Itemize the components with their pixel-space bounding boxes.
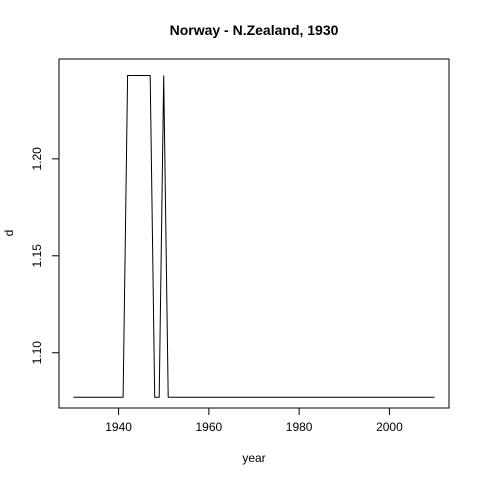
x-tick-label: 1980 bbox=[286, 420, 313, 434]
y-tick-label: 1.15 bbox=[30, 244, 44, 268]
plot-box bbox=[58, 58, 450, 409]
x-axis: 1940 1960 1980 2000 bbox=[105, 407, 403, 434]
x-tick-label: 1940 bbox=[105, 420, 132, 434]
x-axis-label: year bbox=[242, 451, 265, 465]
chart-title: Norway - N.Zealand, 1930 bbox=[170, 22, 339, 38]
y-axis-label: d bbox=[2, 230, 16, 237]
x-tick-label: 2000 bbox=[376, 420, 403, 434]
y-tick-label: 1.10 bbox=[30, 341, 44, 365]
series-line bbox=[73, 75, 435, 398]
x-tick-label: 1960 bbox=[196, 420, 223, 434]
series-group bbox=[73, 75, 435, 398]
y-tick-label: 1.20 bbox=[30, 147, 44, 171]
y-axis: 1.10 1.15 1.20 bbox=[30, 147, 60, 365]
